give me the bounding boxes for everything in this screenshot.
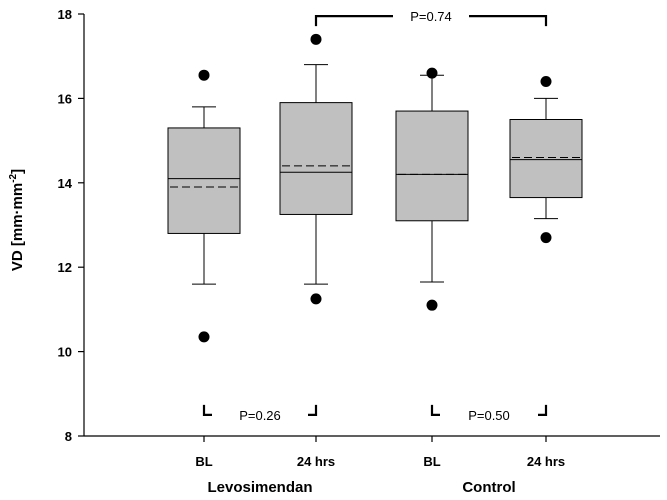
box-iqr [167, 127, 241, 234]
boxes [167, 33, 583, 343]
y-tick-label: 14 [58, 176, 73, 191]
comparison-bracket: P=0.74 [314, 9, 548, 27]
y-tick-label: 10 [58, 345, 72, 360]
box-3 [395, 67, 469, 311]
x-axis: BL 24 hrs BL 24 hrs Levosimendan Control [84, 435, 660, 496]
bracket-right [538, 404, 548, 416]
y-tick-label: 12 [58, 260, 72, 275]
box-iqr [279, 102, 353, 215]
group-label: Levosimendan [207, 479, 312, 496]
p-value-label: P=0.50 [468, 408, 510, 423]
group-label: Control [462, 479, 515, 496]
x-tick-label: 24 hrs [297, 454, 335, 469]
box-iqr [395, 110, 469, 222]
x-tick-label: 24 hrs [527, 454, 565, 469]
outlier-point [310, 293, 322, 305]
outlier-point [540, 76, 552, 88]
bracket-right [308, 404, 318, 416]
outlier-point [198, 69, 210, 81]
comparisons: P=0.74 P=0.26 P=0.50 [202, 9, 548, 423]
y-axis-title: VD [mm·mm-2] [8, 169, 26, 271]
bracket-left [430, 404, 440, 416]
bracket-right [469, 15, 548, 27]
outlier-point [198, 331, 210, 343]
box-1 [167, 69, 241, 343]
outlier-point [310, 33, 322, 45]
outlier-point [540, 232, 552, 244]
comparison-bracket: P=0.50 [430, 404, 548, 423]
box-2 [279, 33, 353, 305]
p-value-label: P=0.74 [410, 9, 452, 24]
bracket-left [202, 404, 212, 416]
comparison-bracket: P=0.26 [202, 404, 318, 423]
p-value-label: P=0.26 [239, 408, 281, 423]
box-4 [509, 76, 583, 244]
y-tick-label: 18 [58, 7, 72, 22]
bracket-left [314, 15, 393, 27]
outlier-point [426, 299, 438, 311]
y-tick-label: 8 [65, 429, 72, 444]
y-axis: 8 10 12 14 16 18 [58, 7, 85, 444]
outlier-point [426, 67, 438, 79]
x-tick-label: BL [195, 454, 212, 469]
x-tick-label: BL [423, 454, 440, 469]
y-tick-label: 16 [58, 91, 72, 106]
box-iqr [509, 119, 583, 199]
